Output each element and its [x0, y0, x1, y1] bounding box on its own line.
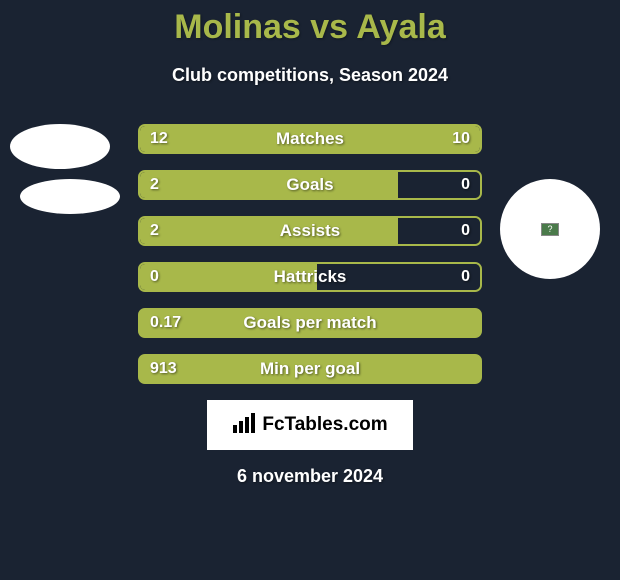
- stat-value-left: 0.17: [150, 314, 181, 332]
- stat-row: 913 Min per goal: [138, 354, 482, 384]
- bar-left-fill: [140, 172, 398, 198]
- stat-row: 2 Assists 0: [138, 216, 482, 246]
- stat-row: 2 Goals 0: [138, 170, 482, 200]
- stat-label: Matches: [276, 129, 344, 149]
- stat-row: 0.17 Goals per match: [138, 308, 482, 338]
- player-left-shadow: [20, 179, 120, 214]
- stat-value-left: 12: [150, 130, 168, 148]
- flag-icon: ?: [541, 223, 559, 236]
- stat-value-left: 0: [150, 268, 159, 286]
- stat-label: Goals: [286, 175, 333, 195]
- page-title: Molinas vs Ayala: [0, 0, 620, 47]
- logo-text: FcTables.com: [262, 414, 387, 436]
- bar-left-fill: [140, 218, 398, 244]
- logo-box[interactable]: FcTables.com: [207, 400, 413, 450]
- stat-row: 0 Hattricks 0: [138, 262, 482, 292]
- comparison-bars: 12 Matches 10 2 Goals 0 2 Assists 0 0 Hattricks 0 0.…: [138, 124, 482, 384]
- chart-icon: [232, 413, 256, 438]
- stat-value-right: 0: [461, 222, 470, 240]
- date-label: 6 november 2024: [0, 466, 620, 487]
- stat-label: Goals per match: [243, 313, 376, 333]
- stat-row: 12 Matches 10: [138, 124, 482, 154]
- stat-value-left: 2: [150, 222, 159, 240]
- stat-value-right: 0: [461, 176, 470, 194]
- stat-label: Assists: [280, 221, 340, 241]
- stat-value-right: 10: [452, 130, 470, 148]
- stat-value-right: 0: [461, 268, 470, 286]
- player-right-avatar: ?: [500, 179, 600, 279]
- stat-label: Min per goal: [260, 359, 360, 379]
- stat-value-left: 913: [150, 360, 177, 378]
- subtitle: Club competitions, Season 2024: [0, 65, 620, 86]
- stat-value-left: 2: [150, 176, 159, 194]
- player-left-avatar: [10, 124, 110, 169]
- stat-label: Hattricks: [274, 267, 347, 287]
- stats-area: ? 12Matches102Goals02Assists00Hattricks0…: [0, 124, 620, 487]
